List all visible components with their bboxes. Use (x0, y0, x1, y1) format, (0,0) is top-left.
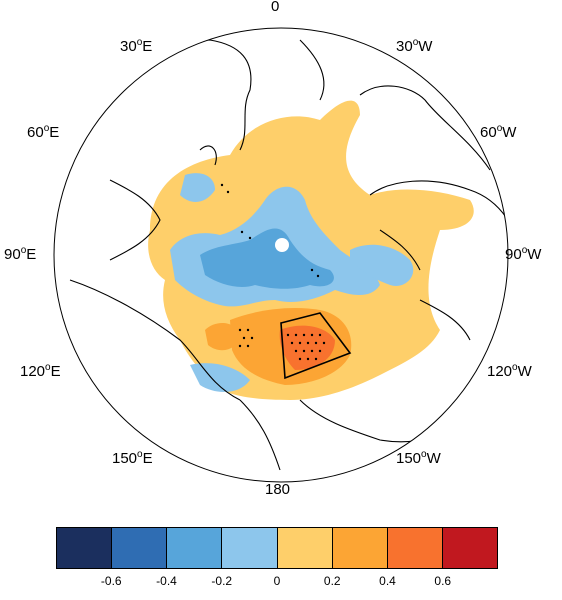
colorbar-tick-label: 0 (273, 574, 281, 588)
colorbar (56, 527, 498, 569)
stippling (220, 183, 326, 361)
colorbar-tick-label: -0.6 (100, 574, 122, 588)
anomaly-field-positive-patch-west (205, 323, 240, 351)
colorbar-box (442, 528, 497, 568)
colorbar-box (332, 528, 388, 568)
anomaly-field-light-blue-west (180, 173, 215, 202)
lon-label-180: 180 (265, 481, 291, 498)
lon-label-60w: 60oW (480, 123, 517, 141)
lon-label-60e: 60oE (27, 123, 60, 141)
colorbar-tick-label: -0.2 (211, 574, 233, 588)
colorbar-box (167, 528, 223, 568)
anomaly-field-light-blue-east (350, 244, 414, 286)
anomaly-field-max-positive (279, 325, 335, 370)
colorbar-box (57, 528, 113, 568)
lon-label-120w: 120oW (487, 362, 532, 380)
colorbar-box (387, 528, 443, 568)
colorbar-tick-label: 0.6 (434, 574, 452, 588)
colorbar-box (277, 528, 333, 568)
lon-label-120e: 120oE (20, 362, 61, 380)
coastlines (69, 39, 508, 471)
anomaly-field-negative (200, 228, 334, 289)
colorbar-box (222, 528, 278, 568)
colorbar-tick-label: -0.4 (156, 574, 177, 588)
map-boundary (53, 27, 509, 483)
colorbar-tick-label: 0.2 (323, 574, 341, 588)
colorbar-tick-label: 0.4 (379, 574, 396, 588)
lon-label-150w: 150oW (396, 449, 441, 467)
lon-label-90e: 90oE (4, 245, 37, 263)
pole-spot (275, 238, 289, 252)
region-box (280, 312, 352, 380)
lon-label-0: 0 (271, 0, 280, 15)
lon-label-150e: 150oE (112, 449, 153, 467)
lon-label-90w: 90oW (505, 245, 542, 263)
colorbar-box (112, 528, 168, 568)
lon-label-30w: 30oW (396, 37, 433, 55)
lon-label-30e: 30oE (120, 37, 153, 55)
